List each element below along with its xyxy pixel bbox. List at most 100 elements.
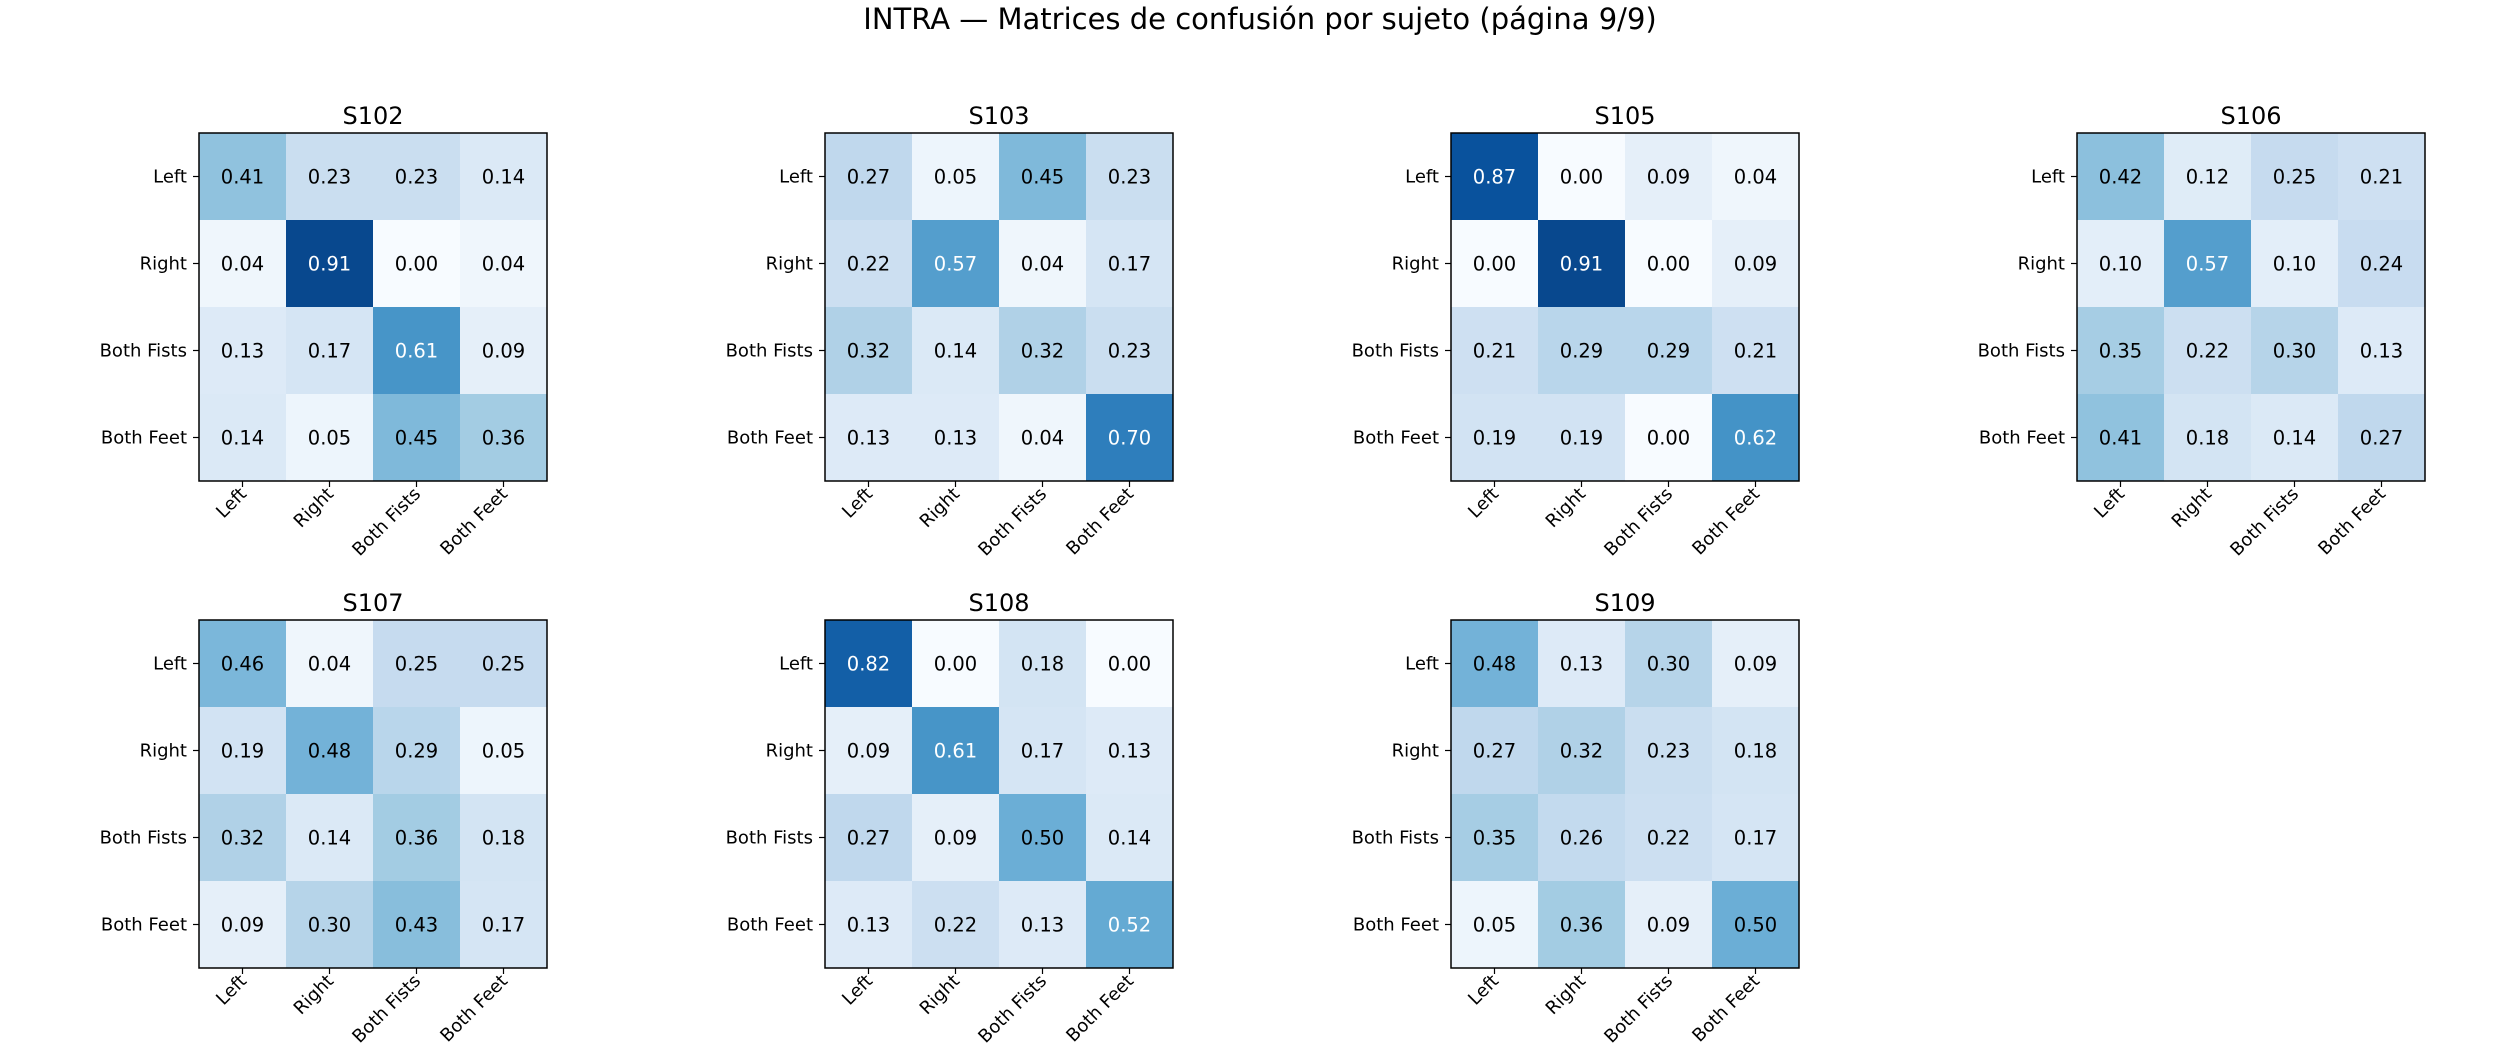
- cell-value-label: 0.17: [1734, 827, 1777, 850]
- cell-value-label: 0.22: [934, 914, 977, 937]
- heatmap-cell: [1086, 133, 1173, 220]
- cell-value-label: 0.25: [2273, 166, 2316, 189]
- x-tick-label: Both Feet: [2314, 484, 2390, 560]
- subplot-title: S105: [1594, 102, 1655, 130]
- cell-value-label: 0.10: [2099, 253, 2142, 276]
- y-tick-label: Both Feet: [1353, 915, 1439, 936]
- cell-value-label: 0.43: [395, 914, 438, 937]
- heatmap-cell: [1451, 620, 1538, 707]
- heatmap-cell: [1712, 620, 1799, 707]
- cell-value-label: 0.61: [395, 340, 438, 363]
- cell-value-label: 0.00: [1647, 427, 1690, 450]
- axes-frame: [198, 132, 548, 482]
- heatmap-cell: [1451, 707, 1538, 794]
- y-tick-label: Both Feet: [101, 428, 187, 449]
- x-tick-label: Left: [1464, 971, 1503, 1010]
- y-tick-label: Left: [1405, 167, 1439, 188]
- heatmap-cell: [199, 220, 286, 307]
- x-tick-label: Both Fists: [1600, 971, 1677, 1048]
- cell-value-label: 0.22: [2186, 340, 2229, 363]
- y-tick-label: Left: [2031, 167, 2065, 188]
- heatmap-cell: [2338, 133, 2425, 220]
- y-tick-label: Both Fists: [1352, 828, 1439, 849]
- subplot-s109: S109 0.48 0.13 0.30 0.09 0.27 0.32 0.23 0.18 0.35…: [1352, 589, 1800, 1048]
- cell-value-label: 0.61: [934, 740, 977, 763]
- heatmap-cell: [825, 620, 912, 707]
- heatmap-cell: [999, 133, 1086, 220]
- heatmap-cell: [199, 707, 286, 794]
- heatmap-cell: [286, 307, 373, 394]
- heatmap-cell: [1712, 307, 1799, 394]
- cell-value-label: 0.05: [1473, 914, 1516, 937]
- cell-value-label: 0.22: [847, 253, 890, 276]
- cell-value-label: 0.17: [1108, 253, 1151, 276]
- heatmap-cell: [2251, 394, 2338, 481]
- heatmap-cell: [1625, 307, 1712, 394]
- heatmap-cell: [999, 307, 1086, 394]
- subplot-s107: S107 0.46 0.04 0.25 0.25 0.19 0.48 0.29 0.05 0.32…: [100, 589, 548, 1047]
- heatmap-cell: [1451, 794, 1538, 881]
- cell-value-label: 0.14: [934, 340, 977, 363]
- figure-title: INTRA — Matrices de confusión por sujeto…: [863, 2, 1656, 36]
- heatmap-cell: [460, 707, 547, 794]
- cell-value-label: 0.82: [847, 653, 890, 676]
- cell-value-label: 0.09: [1734, 253, 1777, 276]
- x-tick-label: Right: [1542, 484, 1590, 532]
- cell-value-label: 0.09: [1647, 914, 1690, 937]
- heatmap-cell: [460, 394, 547, 481]
- heatmap-cell: [825, 794, 912, 881]
- cell-value-label: 0.13: [2360, 340, 2403, 363]
- heatmap-cell: [2077, 133, 2164, 220]
- axes-frame: [824, 619, 1174, 969]
- heatmap-cell: [1451, 307, 1538, 394]
- heatmap-cell: [460, 307, 547, 394]
- cell-value-label: 0.45: [1021, 166, 1064, 189]
- cell-value-label: 0.14: [308, 827, 351, 850]
- heatmap-cell: [1451, 220, 1538, 307]
- heatmap-cell: [199, 394, 286, 481]
- cell-value-label: 0.45: [395, 427, 438, 450]
- subplot-s108: S108 0.82 0.00 0.18 0.00 0.09 0.61 0.17 0.13 0.27…: [726, 589, 1174, 1048]
- x-tick-label: Right: [290, 484, 338, 532]
- cell-value-label: 0.18: [482, 827, 525, 850]
- heatmap-cell: [912, 133, 999, 220]
- cell-value-label: 0.27: [847, 827, 890, 850]
- cell-value-label: 0.52: [1108, 914, 1151, 937]
- x-tick-label: Right: [290, 971, 338, 1019]
- y-tick-label: Right: [140, 741, 187, 762]
- heatmap-cell: [912, 794, 999, 881]
- heatmap-cell: [460, 220, 547, 307]
- cell-value-label: 0.42: [2099, 166, 2142, 189]
- x-tick-label: Right: [2168, 484, 2216, 532]
- heatmap-cell: [1086, 881, 1173, 968]
- cell-value-label: 0.09: [934, 827, 977, 850]
- cell-value-label: 0.32: [1021, 340, 1064, 363]
- heatmap-cell: [373, 881, 460, 968]
- heatmap-cell: [286, 220, 373, 307]
- heatmap-cell: [460, 620, 547, 707]
- heatmap-cell: [1625, 620, 1712, 707]
- heatmap-cell: [1086, 794, 1173, 881]
- heatmap-cell: [373, 394, 460, 481]
- cell-value-label: 0.09: [221, 914, 264, 937]
- cell-value-label: 0.91: [1560, 253, 1603, 276]
- cell-value-label: 0.29: [395, 740, 438, 763]
- cell-value-label: 0.00: [1108, 653, 1151, 676]
- y-tick-label: Both Feet: [727, 428, 813, 449]
- heatmap-cell: [2338, 394, 2425, 481]
- cell-value-label: 0.13: [847, 427, 890, 450]
- heatmap-cell: [1538, 220, 1625, 307]
- x-tick-label: Left: [838, 484, 877, 523]
- heatmap-cell: [2164, 307, 2251, 394]
- heatmap-cell: [460, 133, 547, 220]
- cell-value-label: 0.18: [1734, 740, 1777, 763]
- x-tick-label: Both Fists: [974, 971, 1051, 1048]
- cell-value-label: 0.00: [1473, 253, 1516, 276]
- y-tick-label: Both Feet: [1353, 428, 1439, 449]
- heatmap-cell: [825, 707, 912, 794]
- heatmap-cell: [1538, 794, 1625, 881]
- x-tick-label: Both Feet: [436, 484, 512, 560]
- cell-value-label: 0.00: [1647, 253, 1690, 276]
- cell-value-label: 0.00: [1560, 166, 1603, 189]
